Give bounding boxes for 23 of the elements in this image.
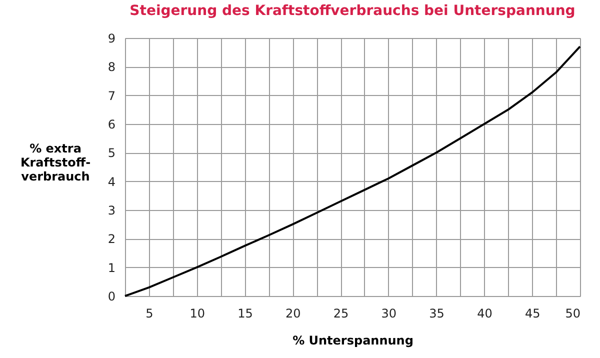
y-tick-label: 8 bbox=[108, 60, 116, 74]
y-axis-title: % extra Kraftstoff- verbrauch bbox=[20, 142, 91, 184]
chart-title: Steigerung des Kraftstoffverbrauchs bei Unterspannung bbox=[130, 3, 576, 19]
y-tick-label: 1 bbox=[108, 260, 116, 275]
x-axis-title: % Unterspannung bbox=[292, 334, 414, 348]
x-tick-label: 15 bbox=[238, 306, 253, 320]
x-tick-label: 5 bbox=[146, 306, 154, 320]
y-tick-label: 2 bbox=[108, 232, 116, 246]
x-tick-label: 35 bbox=[429, 306, 444, 320]
x-tick-label: 10 bbox=[190, 306, 205, 320]
x-tick-label: 50 bbox=[565, 306, 580, 320]
y-tick-label: 9 bbox=[108, 32, 116, 46]
x-tick-label: 30 bbox=[381, 306, 397, 320]
y-tick-label: 6 bbox=[108, 118, 116, 132]
x-tick-label: 25 bbox=[333, 306, 349, 320]
x-tick-label: 45 bbox=[524, 306, 540, 320]
y-tick-label: 4 bbox=[108, 174, 116, 189]
y-tick-label: 3 bbox=[108, 204, 116, 218]
y-tick-label: 5 bbox=[108, 146, 116, 160]
y-tick-label: 7 bbox=[108, 88, 116, 103]
x-tick-label: 20 bbox=[285, 306, 301, 320]
y-tick-label: 0 bbox=[108, 290, 116, 304]
x-tick-label: 40 bbox=[477, 306, 492, 320]
